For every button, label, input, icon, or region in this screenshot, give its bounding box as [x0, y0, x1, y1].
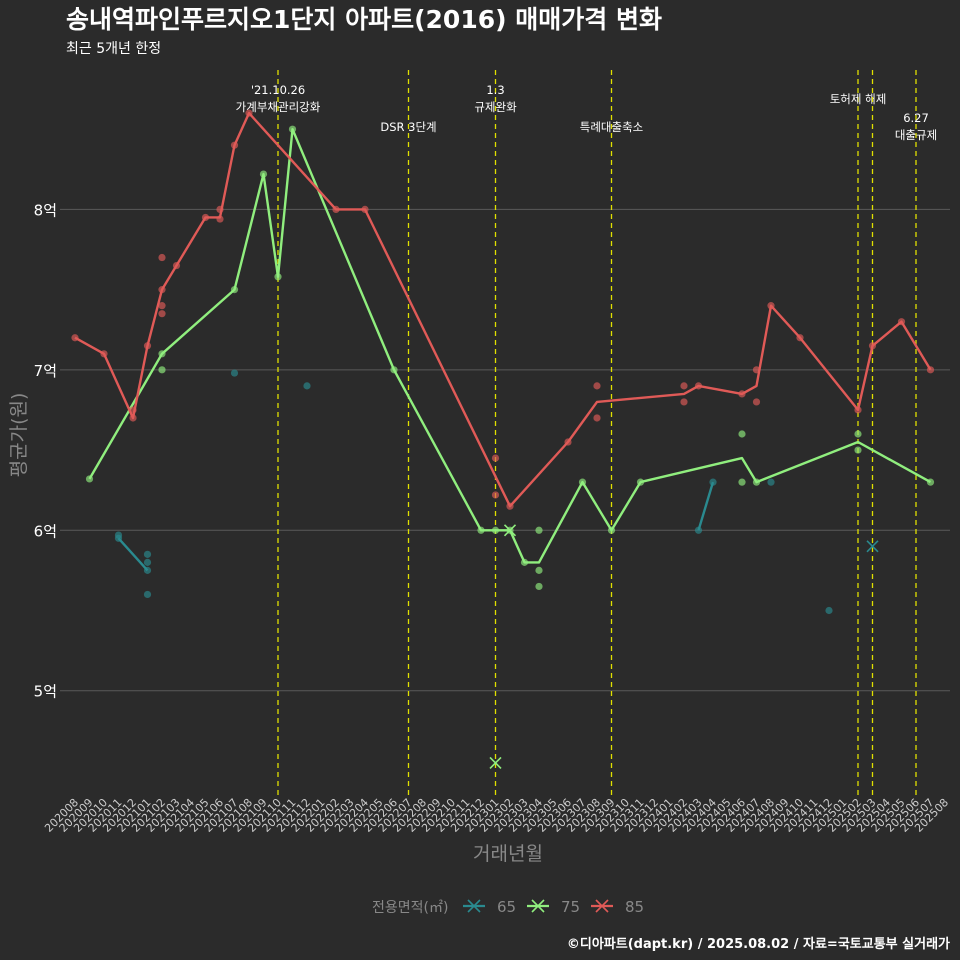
series-layer — [71, 109, 935, 769]
y-axis-label: 평균가(원) — [8, 393, 30, 478]
event-annotation: 6.27 — [903, 111, 929, 125]
y-tick-label: 8억 — [34, 201, 57, 219]
legend-key-cross-65 — [467, 899, 481, 913]
cross-stroke — [595, 899, 609, 913]
data-point-85 — [158, 310, 166, 318]
cross-stroke — [467, 899, 481, 913]
chart-title: 송내역파인푸르지오1단지 아파트(2016) 매매가격 변화 — [66, 5, 662, 34]
event-annotation: 1.3 — [486, 83, 504, 97]
event-annotation: 규제완화 — [474, 100, 517, 114]
legend-label-85: 85 — [625, 898, 644, 916]
chart-subtitle: 최근 5개년 한정 — [66, 41, 161, 57]
legend-title: 전용면적(㎡) — [372, 900, 448, 916]
data-point-65 — [825, 606, 833, 615]
cross-stroke — [503, 524, 517, 537]
cross-point-75 — [503, 524, 517, 537]
event-annotation: DSR 3단계 — [380, 120, 436, 134]
legend-label-75: 75 — [561, 898, 580, 916]
x-axis-label: 거래년월 — [473, 843, 543, 865]
event-annotation: 가계부채관리강화 — [236, 100, 321, 114]
legend: 전용면적(㎡) 65 75 85 — [372, 898, 644, 916]
data-point-65 — [303, 382, 311, 390]
data-point-75 — [854, 430, 862, 438]
cross-stroke — [866, 540, 879, 553]
data-point-65 — [230, 369, 239, 377]
data-point-85 — [158, 302, 166, 310]
series-line-85 — [74, 111, 932, 508]
data-point-85 — [593, 382, 601, 390]
cross-point-65 — [866, 540, 879, 553]
series-line-75 — [88, 127, 932, 564]
data-point-65 — [767, 478, 775, 486]
series-line-65 — [697, 481, 715, 531]
data-point-85 — [752, 398, 761, 406]
data-point-75 — [535, 566, 543, 574]
y-tick-label: 5억 — [34, 683, 57, 701]
cross-stroke — [489, 756, 502, 769]
data-point-75 — [535, 582, 543, 591]
data-point-75 — [854, 446, 862, 454]
data-point-85 — [491, 491, 500, 499]
event-annotation: '21.10.26 — [251, 83, 305, 97]
event-annotation: 특례대출축소 — [580, 120, 643, 134]
data-point-65 — [143, 558, 152, 566]
data-point-75 — [738, 430, 746, 438]
cross-stroke — [531, 899, 545, 913]
legend-key-cross-75 — [531, 899, 545, 913]
data-point-65 — [143, 590, 152, 599]
data-point-85 — [158, 253, 166, 262]
data-point-65 — [143, 550, 152, 558]
chart-caption: ©디아파트(dapt.kr) / 2025.08.02 / 자료=국토교통부 실… — [567, 936, 950, 952]
y-tick-label: 6억 — [34, 522, 57, 540]
y-tick-label: 7억 — [34, 362, 57, 380]
data-point-85 — [680, 382, 688, 390]
data-point-75 — [535, 526, 543, 534]
y-axis-ticks: 5억 6억 7억 8억 — [34, 201, 57, 700]
grid-layer — [60, 208, 950, 692]
event-annotation: 대출규제 — [895, 128, 937, 142]
data-point-85 — [491, 454, 500, 462]
data-point-75 — [738, 478, 746, 486]
legend-key-cross-85 — [595, 899, 609, 913]
event-annotation: 토허제 해제 — [830, 92, 887, 106]
series-line-65 — [117, 537, 149, 572]
cross-point-75 — [489, 756, 502, 769]
legend-label-65: 65 — [497, 898, 516, 916]
data-point-75 — [158, 366, 166, 374]
data-point-85 — [593, 414, 601, 422]
x-axis-ticks: 2020082020092020102020112020122021012021… — [42, 796, 951, 835]
data-point-85 — [680, 398, 688, 406]
